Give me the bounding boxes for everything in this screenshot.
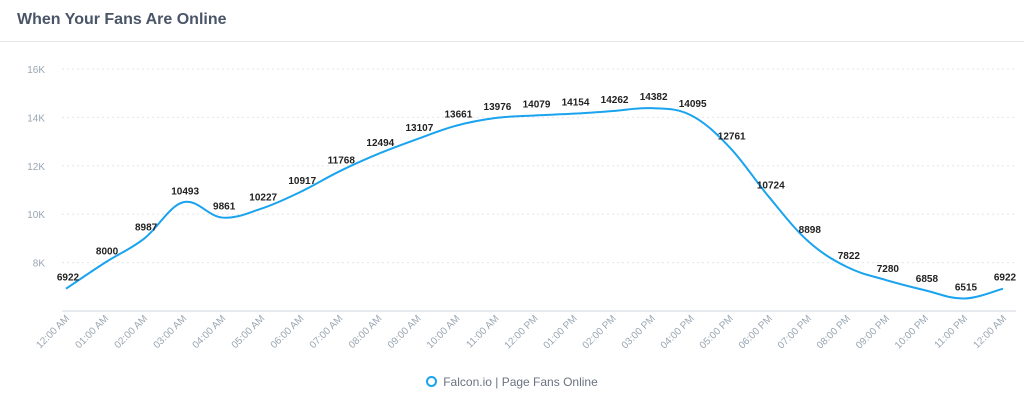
data-label: 8000 (96, 247, 119, 258)
x-tick-label: 11:00 PM (933, 313, 971, 351)
y-tick-label: 14K (27, 113, 45, 124)
data-label: 14154 (562, 98, 590, 109)
x-tick-label: 09:00 AM (386, 313, 424, 351)
x-tick-label: 03:00 AM (152, 313, 190, 351)
y-tick-label: 12K (27, 162, 45, 173)
data-label: 13661 (445, 110, 473, 121)
data-label: 6515 (955, 283, 978, 294)
x-tick-label: 05:00 PM (698, 313, 736, 351)
x-tick-label: 12:00 AM (34, 313, 72, 351)
data-label: 10493 (171, 186, 199, 197)
data-label: 6922 (994, 273, 1017, 284)
data-label: 14079 (523, 99, 551, 110)
data-label: 14382 (640, 92, 668, 103)
x-tick-label: 09:00 PM (854, 313, 892, 351)
legend-label: Falcon.io | Page Fans Online (443, 375, 598, 389)
x-tick-label: 06:00 AM (269, 313, 307, 351)
data-label: 8987 (135, 223, 158, 234)
chart-legend[interactable]: Falcon.io | Page Fans Online (0, 375, 1024, 389)
data-label: 10227 (249, 193, 277, 204)
data-label: 7280 (877, 264, 900, 275)
x-tick-label: 10:00 AM (425, 313, 463, 351)
y-tick-label: 10K (27, 210, 45, 221)
data-label: 7822 (838, 251, 861, 262)
data-label: 10917 (288, 176, 316, 187)
y-tick-label: 8K (33, 259, 46, 270)
x-tick-label: 01:00 AM (73, 313, 111, 351)
x-tick-label: 12:00 AM (971, 313, 1009, 351)
x-tick-label: 07:00 PM (776, 313, 814, 351)
x-tick-label: 02:00 PM (581, 313, 619, 351)
data-label: 6858 (916, 274, 939, 285)
data-label: 8898 (799, 225, 822, 236)
data-label: 10724 (757, 181, 785, 192)
x-tick-label: 05:00 AM (230, 313, 268, 351)
data-label: 14262 (601, 95, 629, 106)
x-tick-label: 11:00 AM (464, 313, 501, 350)
data-label: 9861 (213, 202, 236, 213)
card-header: When Your Fans Are Online (0, 0, 1024, 42)
x-tick-label: 12:00 PM (503, 313, 541, 351)
x-tick-label: 04:00 PM (659, 313, 697, 351)
x-tick-label: 01:00 PM (542, 313, 580, 351)
x-tick-label: 03:00 PM (620, 313, 658, 351)
data-label: 12494 (366, 138, 394, 149)
y-tick-label: 16K (27, 65, 45, 76)
data-label: 12761 (718, 131, 746, 142)
data-label: 13976 (484, 102, 512, 113)
data-label: 14095 (679, 99, 707, 110)
x-tick-label: 08:00 PM (815, 313, 853, 351)
data-label: 13107 (405, 123, 433, 134)
x-tick-label: 10:00 PM (893, 313, 931, 351)
series-line (65, 107, 1004, 300)
legend-marker-icon (426, 376, 438, 387)
chart-title: When Your Fans Are Online (17, 11, 227, 28)
x-tick-label: 08:00 AM (347, 313, 385, 351)
x-tick-label: 06:00 PM (737, 313, 775, 351)
x-tick-label: 04:00 AM (191, 313, 229, 351)
data-label: 6922 (57, 273, 80, 284)
x-tick-label: 07:00 AM (308, 313, 346, 351)
data-label: 11768 (328, 155, 356, 166)
x-tick-label: 02:00 AM (113, 313, 151, 351)
